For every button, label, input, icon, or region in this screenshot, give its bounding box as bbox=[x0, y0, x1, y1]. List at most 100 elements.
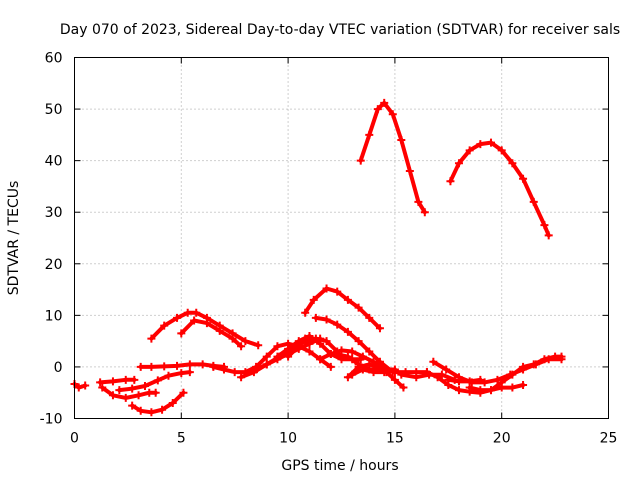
data-point bbox=[454, 386, 463, 395]
series-arc-13 bbox=[209, 339, 335, 377]
series-arc-10 bbox=[96, 375, 139, 387]
data-point bbox=[429, 357, 438, 366]
data-point bbox=[185, 368, 194, 377]
data-point bbox=[508, 159, 517, 168]
data-point bbox=[151, 388, 160, 397]
y-tick-label: 60 bbox=[45, 51, 63, 67]
data-point bbox=[497, 146, 506, 155]
data-point bbox=[108, 377, 117, 386]
data-point bbox=[164, 371, 173, 380]
data-point bbox=[476, 375, 485, 384]
data-point bbox=[185, 360, 194, 369]
data-point bbox=[356, 156, 365, 165]
data-point bbox=[284, 352, 293, 361]
data-point bbox=[397, 370, 406, 379]
data-point bbox=[322, 315, 331, 324]
data-point bbox=[365, 347, 374, 356]
data-point bbox=[311, 313, 320, 322]
data-point bbox=[446, 177, 455, 186]
series-arc-25 bbox=[444, 375, 485, 386]
data-point bbox=[493, 375, 502, 384]
y-tick-label: 50 bbox=[45, 102, 63, 118]
series-arc-17 bbox=[284, 334, 314, 361]
series-line bbox=[446, 377, 483, 384]
data-point bbox=[465, 146, 474, 155]
data-point bbox=[284, 344, 293, 353]
data-point bbox=[294, 342, 303, 351]
series-line bbox=[350, 367, 387, 377]
data-point bbox=[519, 365, 528, 374]
series-line bbox=[358, 100, 427, 215]
data-point bbox=[433, 373, 442, 382]
series-arc-3 bbox=[301, 284, 384, 333]
data-point bbox=[454, 377, 463, 386]
data-point bbox=[96, 378, 105, 387]
data-point bbox=[437, 370, 446, 379]
data-point bbox=[390, 368, 399, 377]
data-point bbox=[333, 287, 342, 296]
data-point bbox=[81, 381, 90, 390]
data-point bbox=[177, 369, 186, 378]
series-arc-9 bbox=[98, 383, 160, 402]
data-point bbox=[108, 391, 117, 400]
data-point bbox=[153, 376, 162, 385]
series-arc-6 bbox=[311, 313, 397, 377]
y-tick-label: 30 bbox=[45, 205, 63, 221]
data-point bbox=[147, 408, 156, 417]
y-tick-label: 40 bbox=[45, 154, 63, 170]
x-tick-label: 15 bbox=[386, 431, 404, 447]
data-point bbox=[147, 334, 156, 343]
data-point bbox=[420, 208, 429, 217]
data-point bbox=[136, 362, 145, 371]
data-point bbox=[390, 375, 399, 384]
data-point bbox=[380, 368, 389, 377]
data-point bbox=[316, 339, 325, 348]
data-point bbox=[301, 308, 310, 317]
data-point bbox=[348, 370, 357, 379]
data-point bbox=[529, 197, 538, 206]
data-point bbox=[273, 352, 282, 361]
series-layer bbox=[70, 98, 566, 417]
data-point bbox=[177, 329, 186, 338]
data-point bbox=[422, 368, 431, 377]
x-axis-label: GPS time / hours bbox=[281, 458, 398, 474]
data-point bbox=[480, 378, 489, 387]
series-line bbox=[98, 377, 137, 385]
data-point bbox=[305, 331, 314, 340]
data-point bbox=[414, 197, 423, 206]
data-point bbox=[202, 319, 211, 328]
data-point bbox=[365, 130, 374, 139]
x-tick-label: 25 bbox=[600, 431, 618, 447]
ticks: 0 5 10 15 20 25 -10 0 10 20 30 40 50 60 bbox=[40, 51, 618, 447]
data-point bbox=[305, 339, 314, 348]
data-point bbox=[333, 320, 342, 329]
data-point bbox=[365, 360, 374, 369]
series-arc-4 bbox=[147, 308, 263, 350]
data-point bbox=[273, 342, 282, 351]
data-point bbox=[179, 388, 188, 397]
data-point bbox=[215, 326, 224, 335]
series-line bbox=[179, 318, 244, 349]
data-point bbox=[241, 337, 250, 346]
data-point bbox=[519, 174, 528, 183]
series-arc-8 bbox=[128, 388, 188, 417]
x-tick-label: 20 bbox=[493, 431, 511, 447]
x-tick-label: 10 bbox=[279, 431, 297, 447]
data-point bbox=[365, 313, 374, 322]
data-point bbox=[476, 386, 485, 395]
data-point bbox=[262, 352, 271, 361]
data-point bbox=[358, 365, 367, 374]
data-point bbox=[531, 360, 540, 369]
data-point bbox=[375, 324, 384, 333]
data-point bbox=[508, 383, 517, 392]
data-point bbox=[160, 321, 169, 330]
data-point bbox=[305, 347, 314, 356]
data-point bbox=[369, 368, 378, 377]
data-point bbox=[322, 284, 331, 293]
data-point bbox=[354, 303, 363, 312]
series-arc-11 bbox=[115, 368, 194, 395]
series-line bbox=[286, 336, 312, 359]
data-point bbox=[506, 370, 515, 379]
series-line bbox=[448, 140, 551, 238]
